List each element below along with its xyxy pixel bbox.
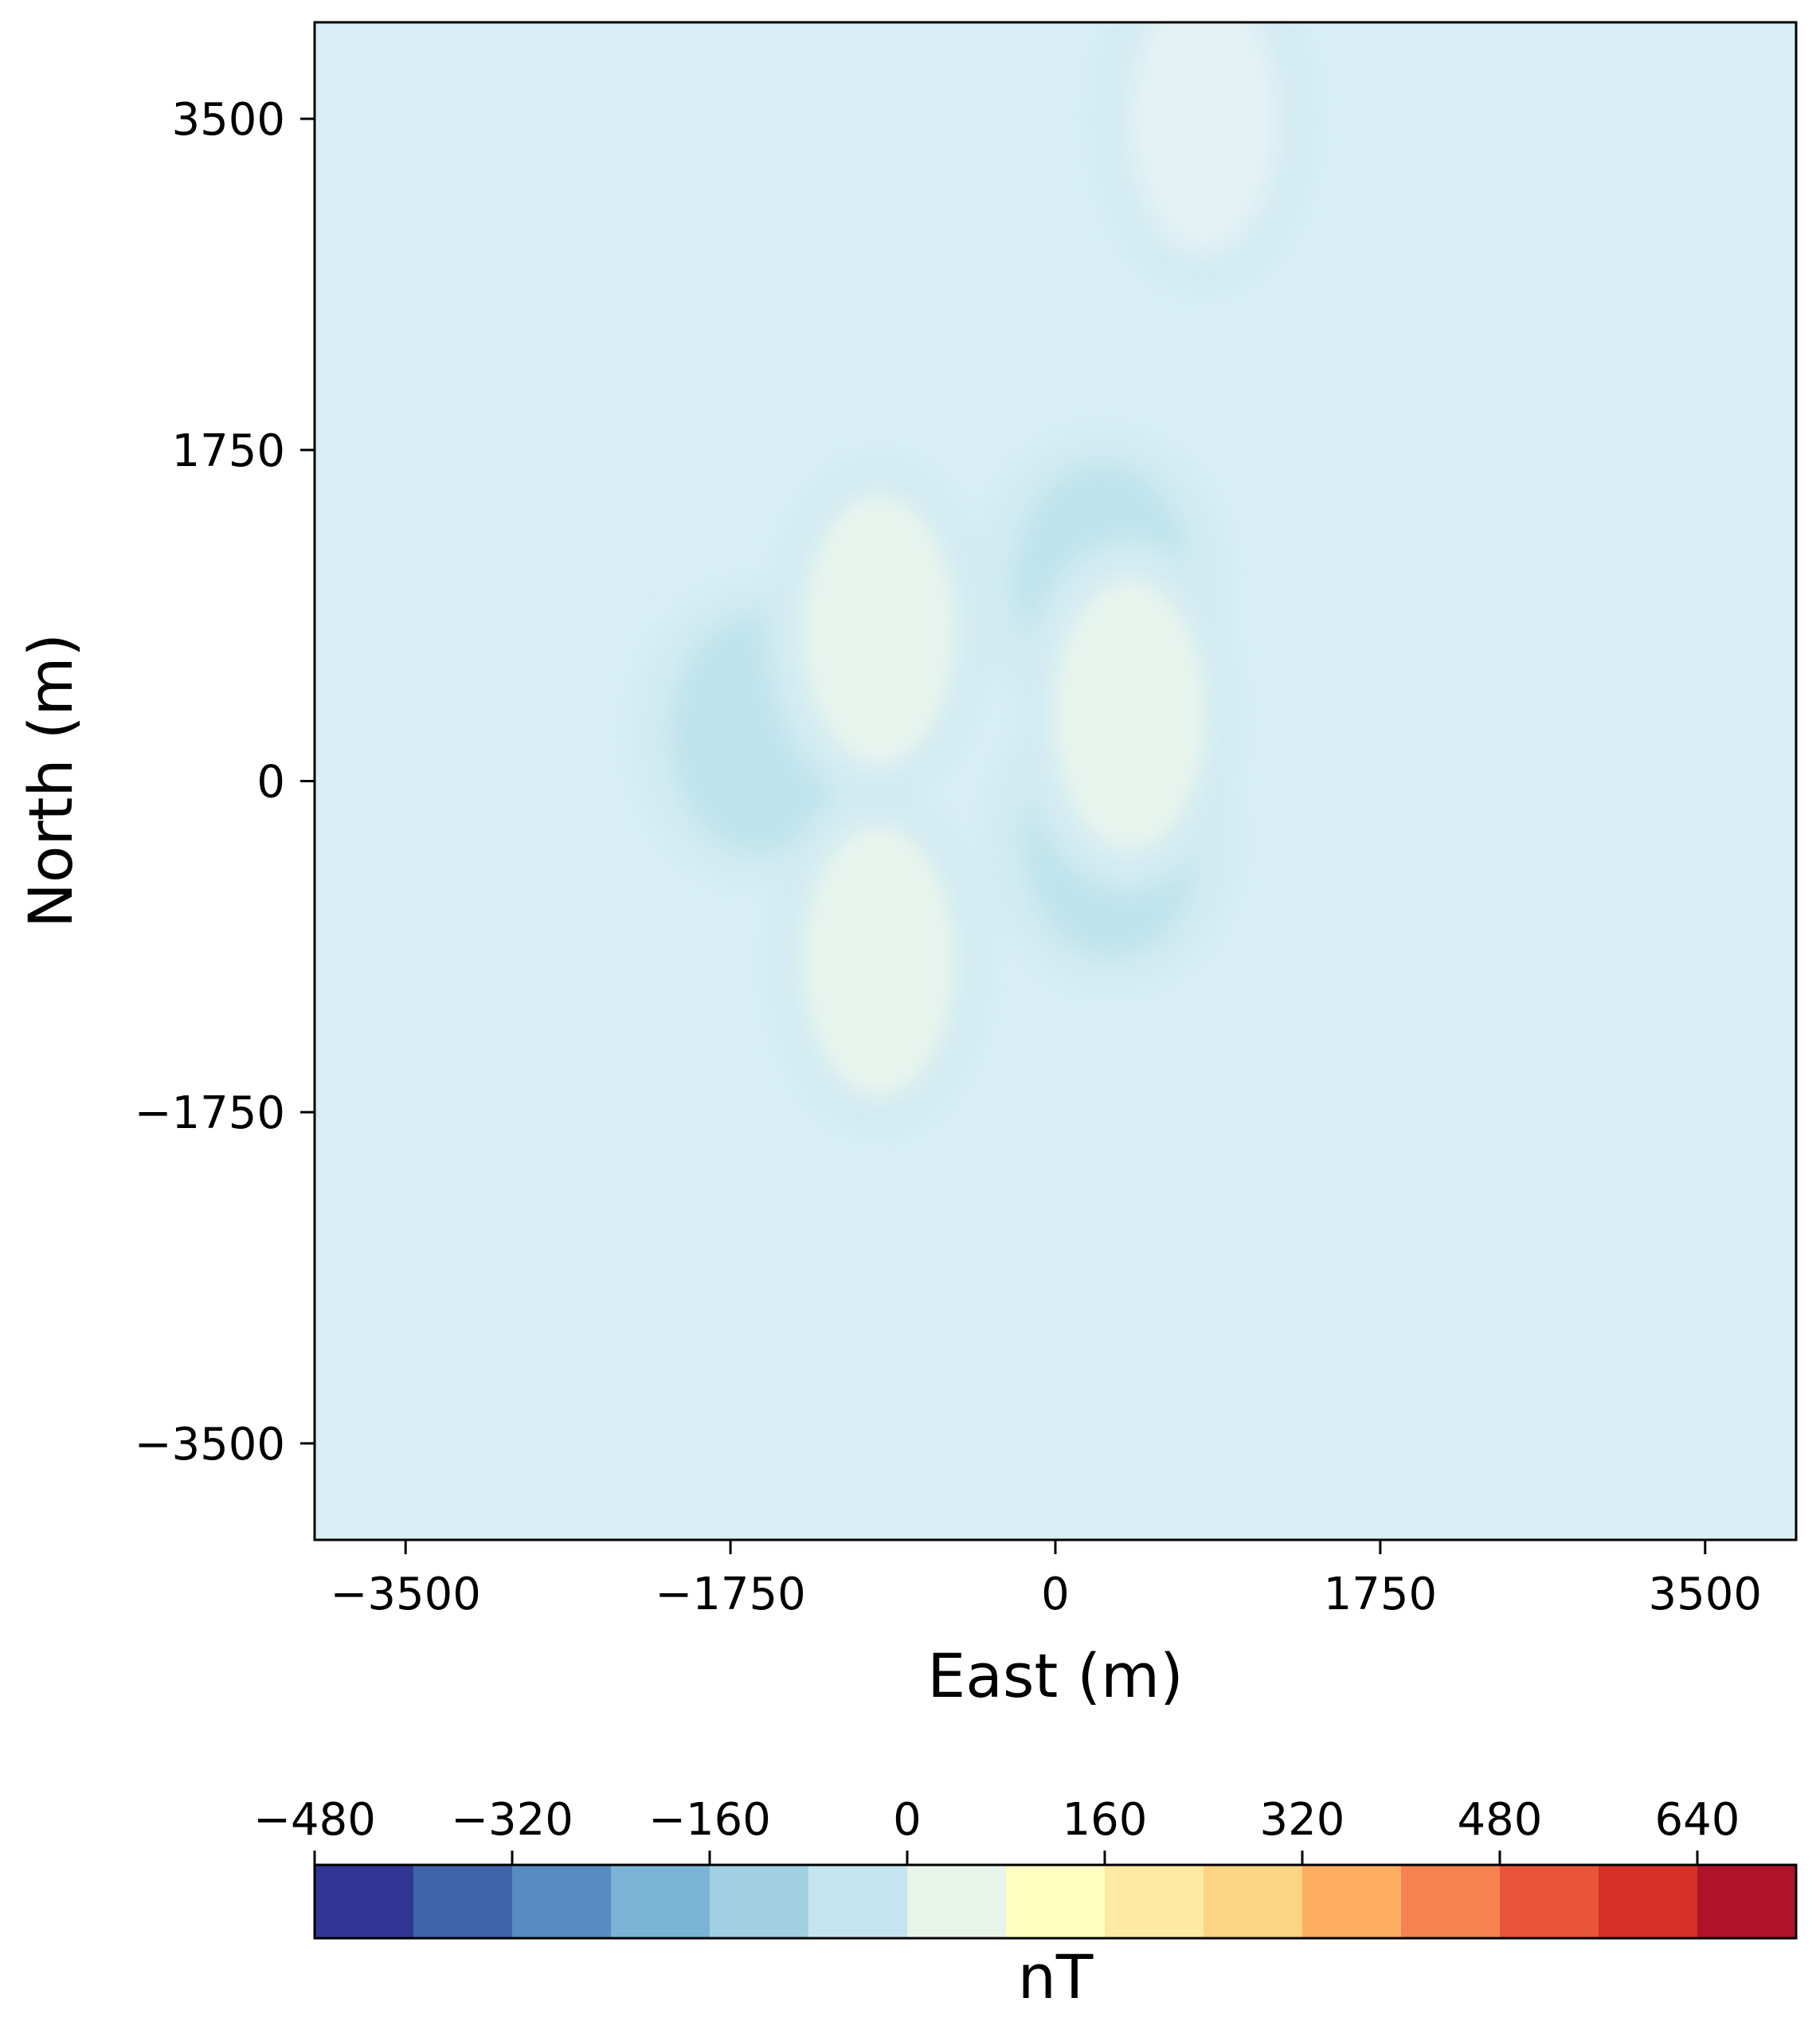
colorbar-swatch — [1204, 1865, 1303, 1938]
colorbar-frame — [313, 1863, 1798, 1940]
x-tick-label: −3500 — [330, 1569, 480, 1620]
colorbar-swatches — [315, 1865, 1797, 1938]
colorbar-swatch — [1401, 1865, 1501, 1938]
colorbar-swatch — [907, 1865, 1007, 1938]
anomaly-high-4 — [803, 825, 955, 1097]
colorbar-swatch — [808, 1865, 908, 1938]
y-tick-label: 1750 — [171, 425, 285, 477]
map-plot-area — [313, 21, 1798, 1541]
colorbar: −480 −320 −160 0 160 320 480 640 nT — [253, 1794, 1798, 2012]
x-tick-label: 3500 — [1649, 1569, 1763, 1620]
colorbar-swatch — [1599, 1865, 1698, 1938]
anomaly-high-6 — [1128, 22, 1280, 255]
colorbar-swatch — [1105, 1865, 1204, 1938]
colorbar-tick-label: 640 — [1655, 1794, 1740, 1846]
colorbar-label: nT — [1018, 1941, 1094, 2012]
anomaly-high-3 — [803, 494, 955, 766]
x-tick-label: 1750 — [1324, 1569, 1438, 1620]
anomaly-high-5 — [1054, 579, 1206, 851]
y-axis: 3500 1750 0 −1750 −3500 — [135, 94, 315, 1471]
colorbar-swatch — [611, 1865, 710, 1938]
colorbar-swatch — [1006, 1865, 1106, 1938]
colorbar-swatch — [710, 1865, 809, 1938]
colorbar-tick-label: 0 — [893, 1794, 922, 1846]
anomaly-contours — [627, 22, 1317, 1138]
colorbar-ticks: −480 −320 −160 0 160 320 480 640 — [253, 1794, 1740, 1865]
y-tick-label: −1750 — [135, 1087, 285, 1139]
x-tick-label: −1750 — [655, 1569, 805, 1620]
y-tick-label: 3500 — [171, 94, 285, 146]
colorbar-swatch — [1500, 1865, 1599, 1938]
x-axis: −3500 −1750 0 1750 3500 — [330, 1540, 1762, 1620]
colorbar-swatch — [413, 1865, 513, 1938]
y-axis-label: North (m) — [15, 633, 86, 928]
colorbar-tick-label: 320 — [1260, 1794, 1345, 1846]
y-tick-label: 0 — [256, 757, 285, 809]
colorbar-swatch — [315, 1865, 414, 1938]
colorbar-swatch — [1302, 1865, 1402, 1938]
colorbar-tick-label: −480 — [253, 1794, 376, 1846]
colorbar-tick-label: −320 — [451, 1794, 573, 1846]
y-tick-label: −3500 — [135, 1419, 285, 1471]
colorbar-swatch — [512, 1865, 612, 1938]
colorbar-tick-label: −160 — [648, 1794, 771, 1846]
colorbar-tick-label: 480 — [1458, 1794, 1543, 1846]
colorbar-tick-label: 160 — [1063, 1794, 1148, 1846]
x-axis-label: East (m) — [927, 1640, 1183, 1711]
colorbar-swatch — [1697, 1865, 1797, 1938]
x-tick-label: 0 — [1041, 1569, 1070, 1620]
